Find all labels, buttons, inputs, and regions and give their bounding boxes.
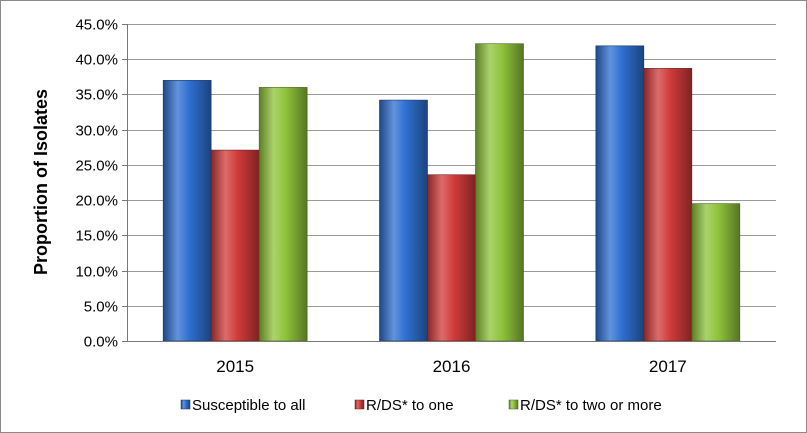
axes [127, 24, 776, 342]
bar-2015-0 [162, 80, 212, 342]
legend-swatch [180, 399, 191, 410]
bar-2016-0 [379, 99, 428, 342]
bar-2017-1 [643, 68, 693, 342]
y-tick-label: 5.0% [84, 299, 118, 316]
bar-2017-0 [595, 45, 645, 342]
legend-label: Susceptible to all [192, 397, 305, 414]
y-tick-label: 20.0% [75, 193, 118, 210]
y-tick-label: 15.0% [75, 228, 118, 245]
y-tick-label: 30.0% [75, 123, 118, 140]
y-tick-label: 10.0% [75, 264, 118, 281]
bar-2015-2 [258, 87, 308, 342]
legend-label: R/DS* to two or more [520, 397, 662, 414]
legend-label: R/DS* to one [366, 397, 454, 414]
x-category-label: 2015 [216, 357, 254, 376]
legend: Susceptible to all R/DS* to one R/DS* to t… [180, 397, 662, 414]
legend-swatch [354, 399, 365, 410]
y-tick-labels: 0.0% 5.0% 10.0% 15.0% 20.0% 25.0% 30.0% 35.0% 40… [75, 17, 118, 351]
bars [162, 43, 741, 342]
y-tick-label: 35.0% [75, 87, 118, 104]
legend-swatch [508, 399, 519, 410]
bar-2017-2 [691, 203, 741, 342]
y-tick-label: 40.0% [75, 52, 118, 69]
x-category-label: 2016 [433, 357, 471, 376]
bar-2015-1 [210, 149, 260, 342]
x-category-label: 2017 [649, 357, 687, 376]
x-category-labels: 2015 2016 2017 [216, 357, 686, 376]
bar-2016-1 [427, 174, 476, 342]
y-tick-label: 25.0% [75, 158, 118, 175]
bar-2016-2 [475, 43, 524, 342]
y-tick-label: 0.0% [84, 334, 118, 351]
y-tick-label: 45.0% [75, 17, 118, 34]
y-axis-title: Proportion of Isolates [31, 89, 51, 275]
